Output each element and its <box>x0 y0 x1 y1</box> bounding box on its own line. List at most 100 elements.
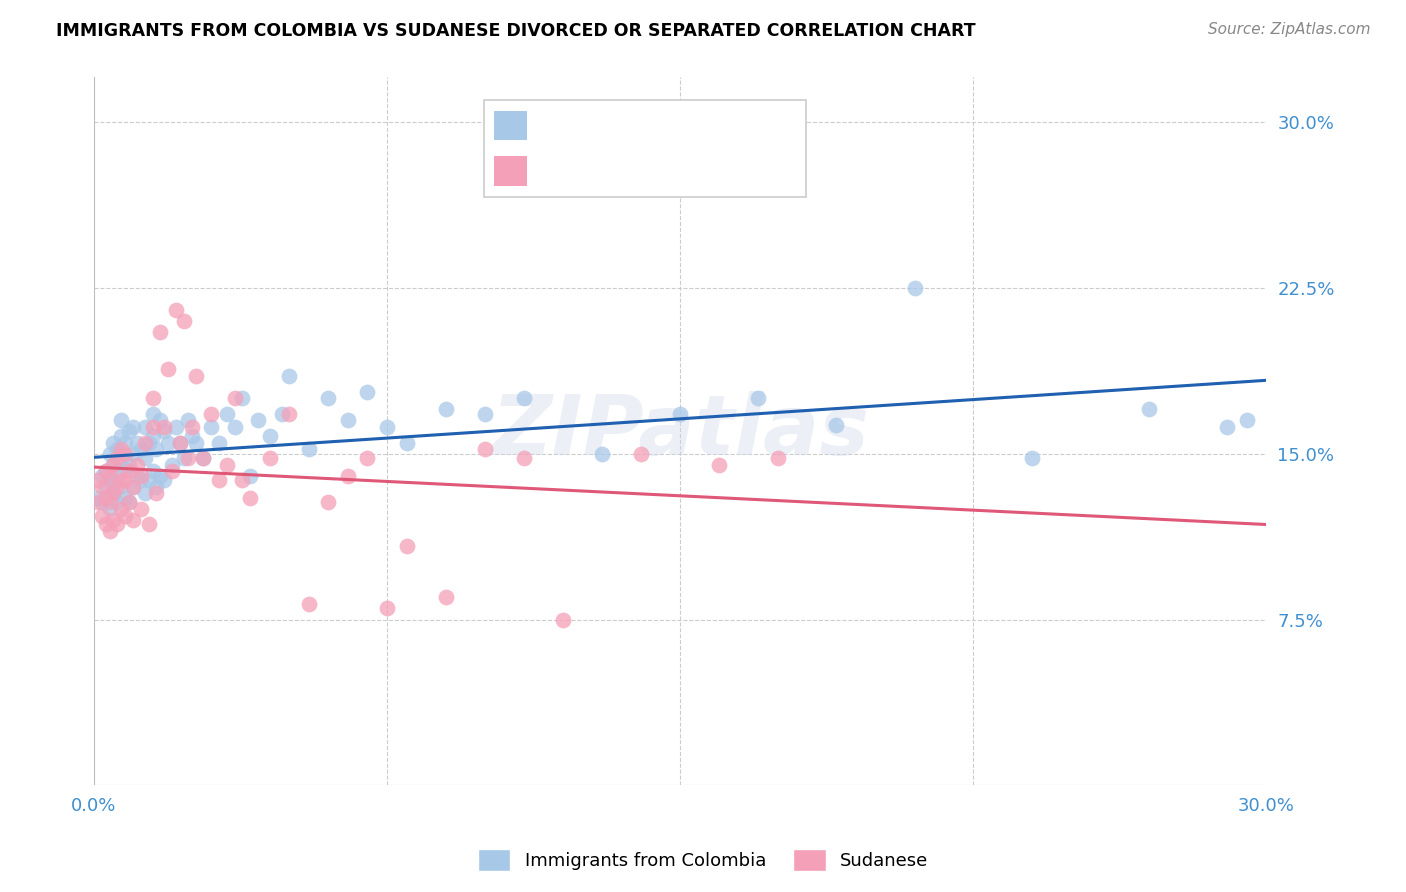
Point <box>551 613 574 627</box>
Point <box>134 486 156 500</box>
Point <box>110 442 132 457</box>
Point <box>118 495 141 509</box>
Point <box>114 508 136 523</box>
Point <box>153 473 176 487</box>
Point <box>122 480 145 494</box>
Point <box>180 429 202 443</box>
Point <box>173 450 195 465</box>
Point <box>318 391 340 405</box>
Point <box>160 464 183 478</box>
Text: IMMIGRANTS FROM COLOMBIA VS SUDANESE DIVORCED OR SEPARATED CORRELATION CHART: IMMIGRANTS FROM COLOMBIA VS SUDANESE DIV… <box>56 22 976 40</box>
Point <box>122 480 145 494</box>
Point <box>94 491 117 505</box>
Point <box>177 450 200 465</box>
Point <box>103 486 125 500</box>
Point <box>375 601 398 615</box>
Point <box>259 450 281 465</box>
Point <box>173 314 195 328</box>
Point <box>825 417 848 432</box>
Point <box>375 420 398 434</box>
Point <box>395 435 418 450</box>
Point <box>193 450 215 465</box>
Point <box>90 468 112 483</box>
Point <box>98 473 121 487</box>
Point <box>766 450 789 465</box>
Point <box>208 435 231 450</box>
Point <box>513 450 536 465</box>
Point <box>200 420 222 434</box>
Point <box>157 362 180 376</box>
Point <box>149 413 172 427</box>
Point <box>98 468 121 483</box>
Point <box>105 517 128 532</box>
Point <box>434 402 457 417</box>
Point <box>278 407 301 421</box>
Point <box>134 450 156 465</box>
Point <box>184 369 207 384</box>
Point <box>669 407 692 421</box>
Legend: Immigrants from Colombia, Sudanese: Immigrants from Colombia, Sudanese <box>471 842 935 879</box>
Point <box>177 413 200 427</box>
Point <box>90 508 112 523</box>
Point <box>630 446 652 460</box>
Point <box>231 391 253 405</box>
Point <box>90 480 112 494</box>
Point <box>110 473 132 487</box>
Text: ZIPatlas: ZIPatlas <box>491 391 869 472</box>
Point <box>145 480 167 494</box>
Point <box>434 591 457 605</box>
Point <box>125 435 148 450</box>
Point <box>474 407 496 421</box>
Point <box>1137 402 1160 417</box>
Point <box>157 435 180 450</box>
Point <box>125 468 148 483</box>
Point <box>1021 450 1043 465</box>
Point <box>122 420 145 434</box>
Point <box>114 491 136 505</box>
Point <box>513 391 536 405</box>
Point <box>270 407 292 421</box>
Point <box>105 468 128 483</box>
Point <box>165 420 187 434</box>
Point <box>141 420 163 434</box>
Point <box>103 435 125 450</box>
Point <box>105 450 128 465</box>
Point <box>105 495 128 509</box>
Point <box>395 540 418 554</box>
Point <box>122 446 145 460</box>
Point <box>1216 420 1239 434</box>
Point <box>110 501 132 516</box>
Point <box>336 468 359 483</box>
Point <box>709 458 731 472</box>
Point <box>278 369 301 384</box>
Point <box>103 458 125 472</box>
Point <box>94 464 117 478</box>
Point <box>200 407 222 421</box>
Point <box>94 464 117 478</box>
Point <box>208 473 231 487</box>
Point <box>165 302 187 317</box>
Point <box>138 473 160 487</box>
Point <box>160 458 183 472</box>
Point <box>87 473 110 487</box>
Point <box>336 413 359 427</box>
Point <box>180 420 202 434</box>
Point <box>118 495 141 509</box>
Point <box>239 491 262 505</box>
Point <box>98 524 121 538</box>
Point <box>114 446 136 460</box>
Point <box>153 425 176 439</box>
Point <box>356 450 378 465</box>
Point <box>110 480 132 494</box>
Point <box>298 597 321 611</box>
Point <box>118 464 141 478</box>
Point <box>224 420 246 434</box>
Point <box>94 480 117 494</box>
Point <box>134 420 156 434</box>
Point <box>114 462 136 476</box>
Point <box>110 413 132 427</box>
Point <box>138 517 160 532</box>
Point <box>90 495 112 509</box>
Point <box>103 486 125 500</box>
Point <box>474 442 496 457</box>
